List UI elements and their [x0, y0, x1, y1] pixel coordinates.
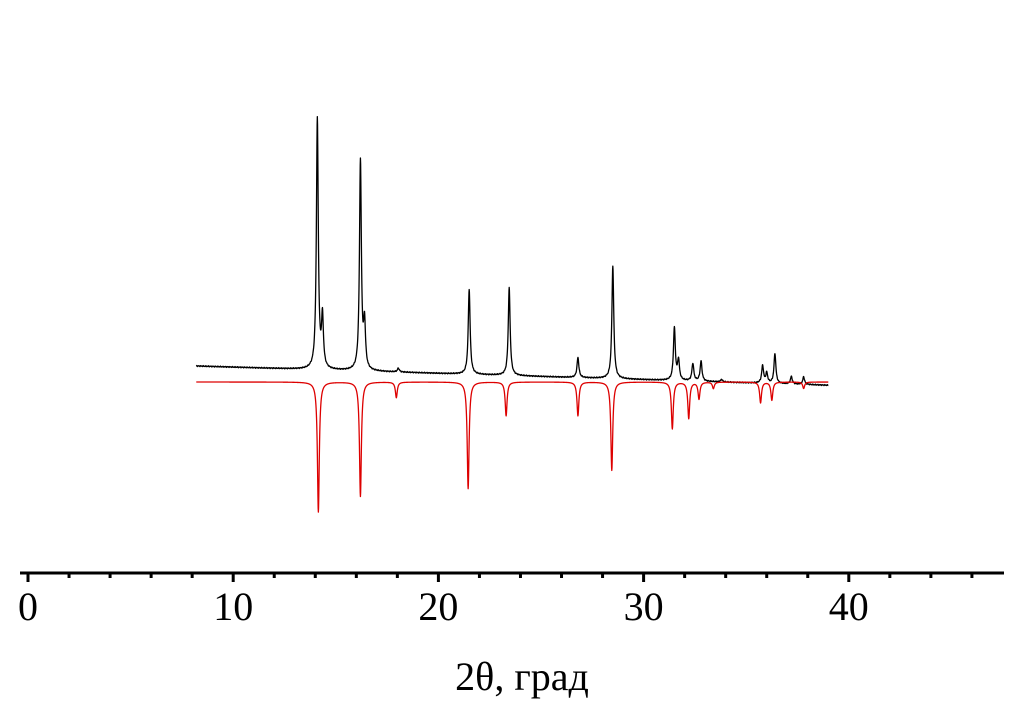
x-axis-ticks: 0 10 20 30 40	[18, 573, 974, 629]
experimental-pattern-line	[195, 116, 829, 387]
x-axis-title: 2θ, град	[455, 654, 589, 699]
x-tick-label: 20	[418, 584, 458, 629]
series-layer	[195, 116, 829, 513]
x-tick-label: 30	[624, 584, 664, 629]
calculated-pattern-line	[195, 381, 829, 513]
x-tick-label: 10	[213, 584, 253, 629]
x-tick-label: 0	[18, 584, 38, 629]
x-tick-label: 40	[829, 584, 869, 629]
